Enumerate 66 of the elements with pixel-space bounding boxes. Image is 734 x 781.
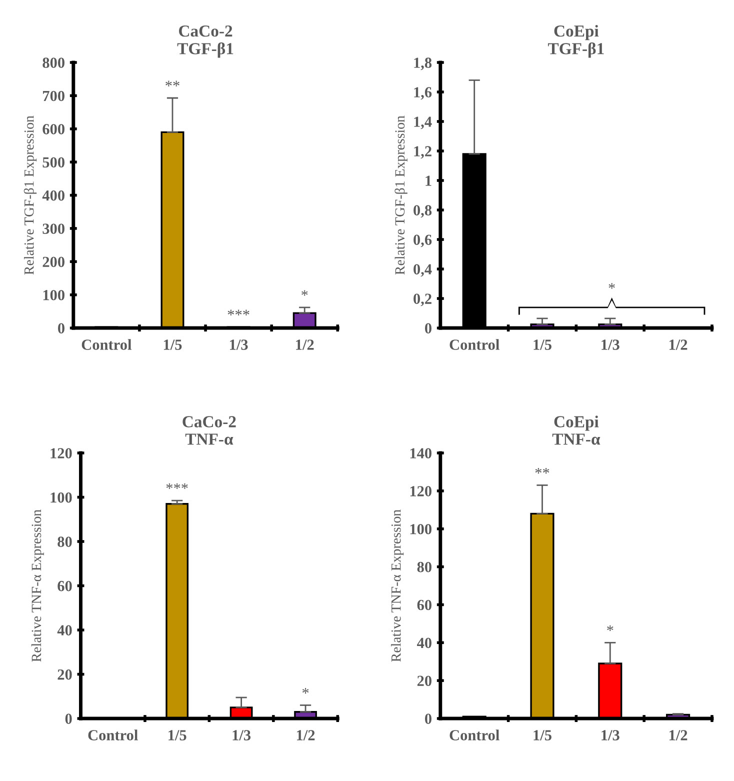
x-tick-label: 1/2 <box>296 730 315 740</box>
y-tick-label: 500 <box>42 157 64 168</box>
y-axis-title: Relative TNF-α Expression <box>31 510 44 662</box>
y-tick-label: 300 <box>42 224 64 234</box>
y-axis-title: Relative TGF-β1 Expression <box>394 116 408 275</box>
x-tick-label: 1/5 <box>168 730 186 740</box>
y-tick-label: 0,6 <box>414 234 432 248</box>
y-tick-label: 120 <box>50 448 72 458</box>
y-tick-label: 0,4 <box>414 264 432 277</box>
chart-title: CoEpi TNF-α <box>552 416 600 445</box>
data-label: ** <box>166 80 180 86</box>
x-tick-label: 1/2 <box>669 730 688 740</box>
y-tick-label: 1,4 <box>414 116 432 130</box>
y-tick-label: 0 <box>65 714 72 724</box>
x-tick-label: Control <box>450 730 500 740</box>
y-tick-label: 40 <box>57 625 72 636</box>
y-tick-label: 200 <box>42 256 64 268</box>
y-tick-label: 1,6 <box>414 87 432 100</box>
y-tick-label: 1 <box>426 176 432 186</box>
y-tick-label: 140 <box>410 448 432 458</box>
y-tick-label: 100 <box>50 492 72 503</box>
y-tick-label: 0 <box>425 714 432 724</box>
y-tick-label: 400 <box>42 190 64 201</box>
chart-title: CoEpi TGF-β1 <box>548 24 604 58</box>
x-tick-label: Control <box>450 339 500 350</box>
data-label: *** <box>166 483 188 489</box>
y-tick-label: 80 <box>417 562 432 572</box>
data-label: ** <box>535 468 550 474</box>
y-tick-label: 0 <box>425 323 432 334</box>
y-tick-label: 1,8 <box>414 58 432 70</box>
chart-title: CaCo-2 TNF-α <box>182 416 236 445</box>
y-tick-label: 60 <box>417 600 432 610</box>
y-tick-label: 800 <box>42 58 64 68</box>
y-tick-label: 600 <box>42 124 64 134</box>
x-tick-label: 1/5 <box>534 730 552 740</box>
x-tick-label: 1/5 <box>164 340 182 350</box>
y-tick-label: 120 <box>410 486 432 496</box>
y-tick-label: 40 <box>417 638 432 648</box>
y-tick-label: 80 <box>58 536 72 547</box>
data-label: * <box>302 688 309 694</box>
x-tick-label: Control <box>82 339 132 350</box>
x-tick-label: 1/3 <box>232 730 251 740</box>
x-tick-label: Control <box>88 730 138 740</box>
x-tick-label: 1/3 <box>602 340 620 350</box>
annotation: * <box>608 283 615 289</box>
y-tick-label: 0,2 <box>414 294 432 306</box>
chart-title: CaCo-2 TGF-β1 <box>177 25 234 58</box>
data-label: *** <box>228 310 250 316</box>
y-tick-label: 60 <box>58 580 72 592</box>
y-tick-label: 700 <box>43 90 64 102</box>
y-tick-label: 0,8 <box>414 205 432 218</box>
x-tick-label: 1/3 <box>602 730 620 740</box>
y-tick-label: 1,2 <box>414 146 432 159</box>
data-label: * <box>302 290 308 296</box>
y-tick-label: 0 <box>58 323 64 334</box>
y-tick-label: 20 <box>58 669 72 680</box>
x-tick-label: 1/3 <box>230 340 248 350</box>
y-axis-title: Relative TNF-α Expression <box>391 510 404 662</box>
x-tick-label: 1/2 <box>669 340 688 350</box>
y-tick-label: 20 <box>417 676 432 686</box>
x-tick-label: 1/5 <box>534 340 552 350</box>
y-tick-label: 100 <box>43 290 64 300</box>
x-tick-label: 1/2 <box>296 340 314 350</box>
y-axis-title: Relative TGF-β1 Expression <box>24 116 37 275</box>
data-label: * <box>607 625 614 632</box>
y-tick-label: 100 <box>410 524 432 534</box>
